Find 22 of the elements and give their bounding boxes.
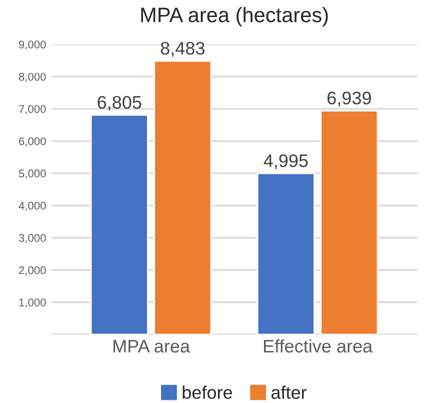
bar bbox=[154, 60, 212, 334]
legend-label: after bbox=[271, 386, 307, 399]
y-tick-label: 5,000 bbox=[18, 170, 46, 179]
data-label: 8,483 bbox=[160, 42, 204, 57]
y-tick-label: 1,000 bbox=[19, 298, 46, 308]
legend-label: before bbox=[182, 386, 232, 399]
bar bbox=[320, 110, 378, 334]
y-tick-label: 4,000 bbox=[18, 202, 46, 211]
y-tick-label: 8,000 bbox=[18, 72, 46, 82]
data-label: 4,995 bbox=[264, 154, 308, 170]
y-tick-label: 3,000 bbox=[18, 234, 46, 244]
x-tick-label: Effective area bbox=[264, 339, 373, 353]
y-tick-label: 6,000 bbox=[19, 137, 46, 146]
data-label: 6,805 bbox=[98, 96, 142, 111]
chart-title: MPA area (hectares) bbox=[141, 7, 328, 26]
y-tick-label: 7,000 bbox=[19, 105, 46, 114]
x-tick-label: MPA area bbox=[114, 340, 190, 353]
bar bbox=[256, 172, 315, 334]
data-label: 6,939 bbox=[328, 92, 371, 107]
y-tick-label: 9,000 bbox=[18, 40, 46, 50]
bar bbox=[90, 114, 148, 334]
y-tick-label: 2,000 bbox=[19, 266, 46, 276]
